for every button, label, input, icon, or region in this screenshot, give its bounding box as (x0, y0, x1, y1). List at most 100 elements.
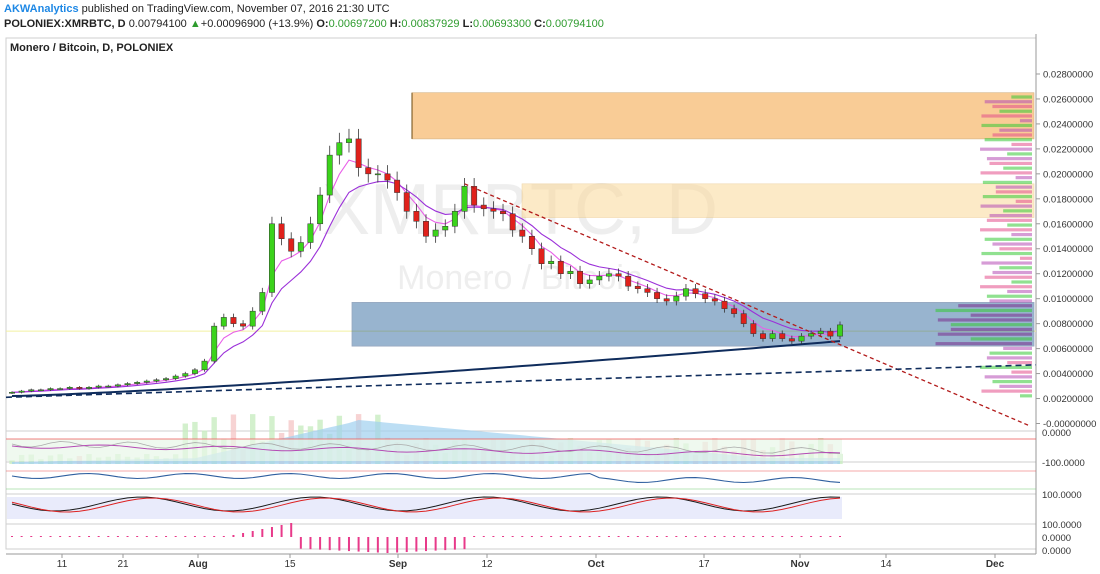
histogram-bar (280, 525, 283, 537)
histogram-bar (588, 536, 591, 537)
candle-body (317, 194, 324, 225)
histogram-bar (482, 536, 485, 537)
histogram-bar (810, 536, 813, 537)
candle-body (663, 298, 670, 302)
volume-profile-bar (980, 228, 1032, 232)
indicator-line (11, 444, 841, 457)
volume-profile-bar (1011, 232, 1032, 237)
histogram-bar (646, 536, 649, 537)
candle-body (249, 310, 256, 327)
candle-body (788, 338, 795, 342)
x-axis-tick-label: 11 (57, 559, 68, 570)
y-axis-tick-label: 0.01600000 (1043, 219, 1093, 230)
histogram-bar (203, 536, 206, 537)
volume-profile-bar (989, 161, 1032, 166)
histogram-bar (656, 536, 659, 537)
candle-body (644, 288, 651, 293)
volume-profile-bar (958, 304, 1032, 308)
volume-profile-bar (984, 100, 1032, 104)
histogram-bar (761, 536, 764, 537)
volume-profile-bar (999, 128, 1032, 132)
candle-body (269, 223, 275, 293)
y-axis-tick-label: 0.01400000 (1043, 244, 1093, 255)
y-axis-tick-label: 0.00200000 (1043, 394, 1093, 405)
volume-profile-bar (981, 251, 1032, 256)
candle-body (336, 142, 343, 156)
histogram-bar (49, 536, 52, 537)
x-axis-tick-label: 14 (880, 559, 892, 570)
volume-profile-bar (1020, 394, 1032, 398)
candle-body (769, 333, 776, 339)
price-chart[interactable]: XMRBTC, D Monero / Bitcoin 0.028000000.0… (0, 34, 1100, 574)
histogram-bar (357, 537, 360, 552)
volume-profile-bar (1007, 361, 1032, 365)
publish-line: AKWAnalytics published on TradingView.co… (4, 3, 390, 15)
histogram-bar (376, 537, 379, 553)
volume-profile-bar (989, 299, 1032, 303)
candle-body (750, 323, 757, 334)
candle-body (586, 279, 593, 284)
resistance-zone-lower (521, 183, 1035, 218)
histogram-bar (579, 536, 582, 537)
x-axis-tick-label: 17 (698, 559, 710, 570)
histogram-bar (78, 536, 81, 537)
candle-body (37, 389, 44, 392)
candle-body (9, 392, 15, 394)
candle-body (230, 317, 237, 324)
histogram-bar (59, 536, 62, 537)
volume-profile-bar (1007, 289, 1032, 294)
candle-body (288, 238, 295, 252)
histogram-bar (270, 527, 273, 537)
volume-profile-bar (984, 375, 1032, 379)
candle-body (577, 270, 583, 284)
candle-body (220, 317, 227, 327)
candle-body (490, 208, 497, 212)
x-axis-tick-label: 21 (117, 559, 129, 570)
publisher-name[interactable]: AKWAnalytics (4, 3, 79, 15)
y-axis-tick-label: -0.00000000 (1043, 419, 1096, 430)
candle-body (634, 285, 641, 289)
histogram-bar (68, 536, 71, 537)
candle-body (278, 223, 285, 240)
indicator-axis-label: -100.0000 (1042, 458, 1085, 469)
candle-body (28, 389, 35, 392)
ohlc-line: POLONIEX:XMRBTC, D 0.00794100 ▲+0.000969… (4, 18, 604, 30)
x-axis-tick-label: 15 (284, 559, 296, 570)
candle-body (182, 373, 189, 377)
close-label: C: (534, 18, 546, 30)
candle-body (711, 298, 718, 302)
volume-profile-bar (1007, 152, 1032, 156)
histogram-bar (126, 536, 129, 537)
candle-body (114, 384, 121, 387)
volume-profile-bar (950, 327, 1032, 332)
x-axis-tick-label: 12 (481, 559, 493, 570)
candle-body (47, 388, 54, 391)
histogram-bar (617, 536, 620, 537)
y-axis-tick-label: 0.01000000 (1043, 294, 1093, 305)
y-axis-tick-label: 0.02200000 (1043, 144, 1093, 155)
candle-body (201, 360, 208, 371)
candle-body (798, 335, 805, 342)
histogram-bar (116, 536, 119, 537)
volume-profile-bar (995, 190, 1032, 194)
long-moving-average (11, 340, 841, 398)
volume-profile-bar (986, 218, 1032, 222)
indicator-band (7, 497, 842, 519)
candle-body (760, 333, 766, 339)
candle-body (567, 270, 574, 274)
close-value: 0.00794100 (545, 18, 604, 30)
volume-profile-bar (1011, 370, 1032, 374)
publish-header: AKWAnalytics published on TradingView.co… (0, 0, 1100, 34)
volume-profile-bar (981, 123, 1032, 128)
histogram-bar (819, 536, 822, 537)
histogram-bar (290, 523, 293, 537)
volume-profile-bar (1011, 142, 1032, 147)
histogram-bar (415, 537, 418, 552)
candle-body (673, 295, 680, 302)
volume-profile-bar (981, 389, 1032, 393)
volume-profile-bar (992, 380, 1032, 384)
volume-profile-bar (999, 266, 1032, 270)
volume-profile-bar (1003, 209, 1032, 213)
histogram-bar (174, 536, 177, 537)
histogram-bar (242, 533, 245, 537)
